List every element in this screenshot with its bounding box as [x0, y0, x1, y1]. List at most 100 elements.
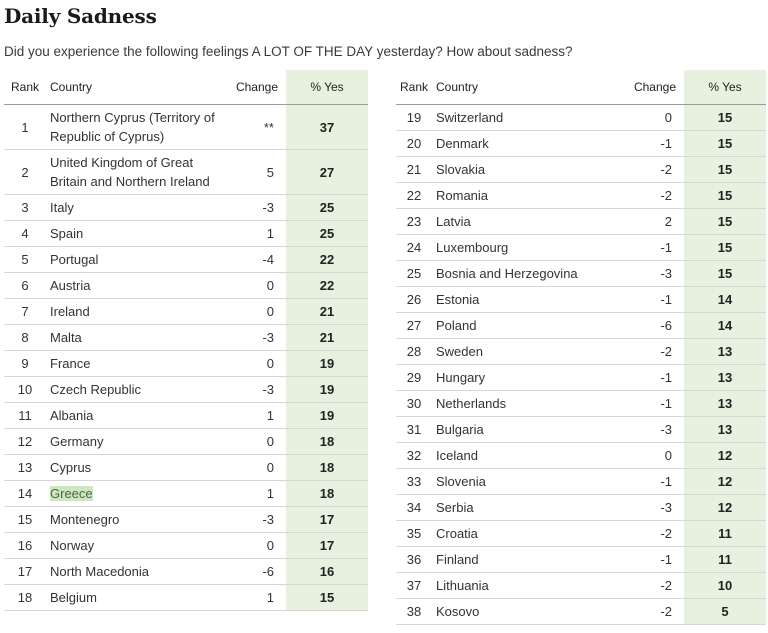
- change-cell: 0: [628, 104, 684, 131]
- change-cell: -2: [628, 182, 684, 209]
- yes-cell: 18: [286, 454, 368, 481]
- yes-cell: 13: [684, 390, 766, 417]
- change-cell: -1: [628, 286, 684, 313]
- rank-cell: 8: [4, 324, 46, 351]
- change-cell: 0: [628, 442, 684, 469]
- rank-cell: 7: [4, 298, 46, 325]
- country-cell: Slovenia: [432, 468, 628, 495]
- change-cell: -4: [226, 246, 286, 273]
- table-row: 5 Portugal -4 22: [4, 246, 368, 273]
- rank-cell: 22: [396, 182, 432, 209]
- rank-cell: 11: [4, 402, 46, 429]
- change-cell: -1: [628, 468, 684, 495]
- rank-cell: 37: [396, 572, 432, 599]
- change-cell: -6: [226, 558, 286, 585]
- change-cell: 1: [226, 220, 286, 247]
- rank-cell: 12: [4, 428, 46, 455]
- country-cell: Portugal: [46, 246, 226, 273]
- country-cell: Croatia: [432, 520, 628, 547]
- table-row: 17 North Macedonia -6 16: [4, 558, 368, 585]
- table-row: 30 Netherlands -1 13: [396, 390, 766, 417]
- change-cell: -3: [628, 494, 684, 521]
- rank-cell: 4: [4, 220, 46, 247]
- change-cell: 0: [226, 298, 286, 325]
- page-title: Daily Sadness: [4, 4, 157, 28]
- yes-cell: 12: [684, 494, 766, 521]
- table-row: 18 Belgium 1 15: [4, 584, 368, 611]
- change-cell: -2: [628, 156, 684, 183]
- yes-cell: 22: [286, 246, 368, 273]
- table-header-row: Rank Country Change % Yes: [4, 70, 368, 105]
- change-cell: 0: [226, 350, 286, 377]
- change-cell: -1: [628, 546, 684, 573]
- country-cell: Albania: [46, 402, 226, 429]
- table-row: 25 Bosnia and Herzegovina -3 15: [396, 260, 766, 287]
- rank-cell: 21: [396, 156, 432, 183]
- change-cell: -1: [628, 130, 684, 157]
- rank-cell: 6: [4, 272, 46, 299]
- rank-cell: 28: [396, 338, 432, 365]
- country-cell: Denmark: [432, 130, 628, 157]
- change-cell: 2: [628, 208, 684, 235]
- country-cell: Estonia: [432, 286, 628, 313]
- yes-cell: 15: [684, 260, 766, 287]
- country-cell: Iceland: [432, 442, 628, 469]
- yes-cell: 11: [684, 546, 766, 573]
- header-rank: Rank: [396, 70, 432, 105]
- change-cell: -2: [628, 520, 684, 547]
- table-row: 12 Germany 0 18: [4, 428, 368, 455]
- rank-cell: 26: [396, 286, 432, 313]
- rank-cell: 32: [396, 442, 432, 469]
- country-cell: Kosovo: [432, 598, 628, 625]
- yes-cell: 13: [684, 364, 766, 391]
- country-cell: Belgium: [46, 584, 226, 611]
- table-row: 24 Luxembourg -1 15: [396, 234, 766, 261]
- table-row: 7 Ireland 0 21: [4, 298, 368, 325]
- change-cell: -2: [628, 598, 684, 625]
- rank-cell: 9: [4, 350, 46, 377]
- rank-cell: 25: [396, 260, 432, 287]
- rank-cell: 20: [396, 130, 432, 157]
- yes-cell: 19: [286, 376, 368, 403]
- header-country: Country: [46, 70, 226, 105]
- rank-cell: 19: [396, 104, 432, 131]
- yes-cell: 15: [684, 182, 766, 209]
- country-cell: Sweden: [432, 338, 628, 365]
- yes-cell: 21: [286, 324, 368, 351]
- table-row: 9 France 0 19: [4, 350, 368, 377]
- yes-cell: 25: [286, 220, 368, 247]
- rank-cell: 15: [4, 506, 46, 533]
- change-cell: 0: [226, 272, 286, 299]
- country-cell: Hungary: [432, 364, 628, 391]
- table-row: 14 Greece 1 18: [4, 480, 368, 507]
- country-cell: Montenegro: [46, 506, 226, 533]
- table-row: 37 Lithuania -2 10: [396, 572, 766, 599]
- rank-cell: 33: [396, 468, 432, 495]
- table-row: 13 Cyprus 0 18: [4, 454, 368, 481]
- table-row: 31 Bulgaria -3 13: [396, 416, 766, 443]
- yes-cell: 5: [684, 598, 766, 625]
- rank-cell: 3: [4, 194, 46, 221]
- country-cell: United Kingdom of Great Britain and Nort…: [46, 149, 226, 195]
- change-cell: -1: [628, 364, 684, 391]
- country-cell: Malta: [46, 324, 226, 351]
- yes-cell: 15: [684, 208, 766, 235]
- table-row: 36 Finland -1 11: [396, 546, 766, 573]
- change-cell: -2: [628, 338, 684, 365]
- change-cell: -3: [226, 324, 286, 351]
- rank-cell: 34: [396, 494, 432, 521]
- table-row: 8 Malta -3 21: [4, 324, 368, 351]
- change-cell: -3: [226, 506, 286, 533]
- country-cell: Bulgaria: [432, 416, 628, 443]
- table-header-row: Rank Country Change % Yes: [396, 70, 766, 105]
- yes-cell: 15: [684, 234, 766, 261]
- table-row: 21 Slovakia -2 15: [396, 156, 766, 183]
- change-cell: 1: [226, 402, 286, 429]
- table-row: 6 Austria 0 22: [4, 272, 368, 299]
- change-cell: -3: [226, 376, 286, 403]
- header-rank: Rank: [4, 70, 46, 105]
- country-cell: Finland: [432, 546, 628, 573]
- rank-cell: 1: [4, 104, 46, 150]
- table-row: 11 Albania 1 19: [4, 402, 368, 429]
- page-subtitle: Did you experience the following feeling…: [4, 44, 573, 59]
